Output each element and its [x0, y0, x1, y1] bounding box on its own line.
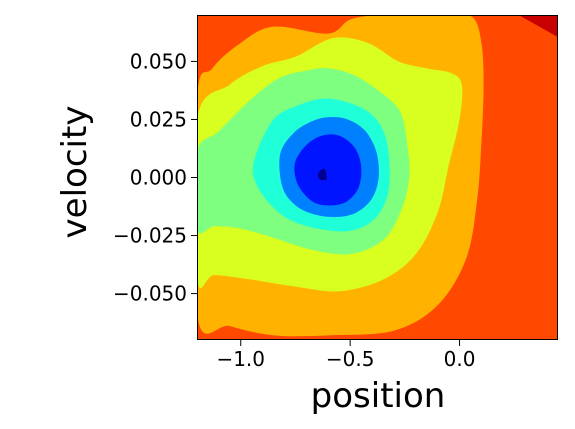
contour-band-max-corner	[518, 15, 558, 38]
plot-frame	[197, 15, 558, 340]
x-tick-label: 0.0	[444, 347, 476, 371]
plot-area	[197, 15, 558, 340]
y-tick-label: 0.050	[130, 49, 187, 73]
y-tick-label: −0.050	[113, 282, 187, 306]
x-axis-label: position	[311, 376, 446, 416]
x-tick-label: −1.0	[216, 347, 265, 371]
contour-band-level-7	[318, 168, 327, 181]
y-axis-label: velocity	[55, 106, 95, 239]
contour-band-level-6	[294, 134, 362, 206]
x-axis: −1.0 −0.5 0.0	[216, 340, 475, 371]
y-tick-label: 0.025	[130, 107, 187, 131]
x-tick-label: −0.5	[326, 347, 375, 371]
y-tick-label: 0.000	[130, 166, 187, 190]
y-axis: 0.050 0.025 0.000 −0.025 −0.050	[113, 49, 197, 306]
y-tick-label: −0.025	[113, 224, 187, 248]
